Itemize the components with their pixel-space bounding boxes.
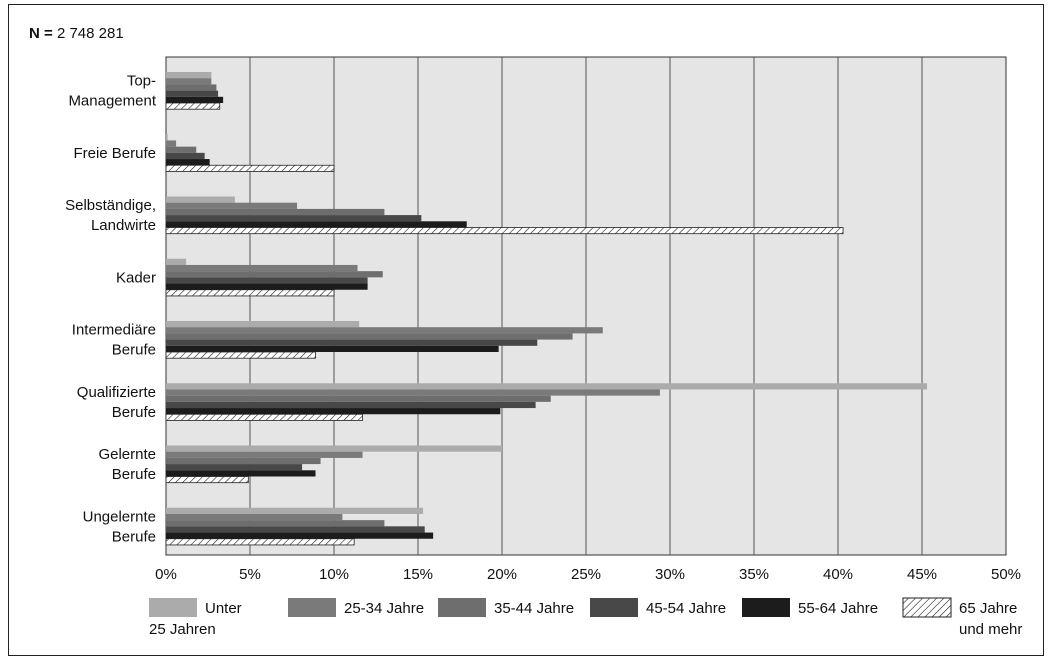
legend-label: 55-64 Jahre — [798, 600, 878, 617]
bar — [166, 283, 368, 290]
legend-label: 45-54 Jahre — [646, 600, 726, 617]
category-label: Berufe — [112, 342, 156, 359]
bar — [166, 457, 321, 465]
bar — [166, 146, 197, 153]
bar — [166, 383, 928, 390]
category-label: Berufe — [112, 404, 156, 421]
bar — [166, 215, 422, 222]
x-tick-label: 50% — [991, 566, 1021, 583]
bar — [166, 532, 434, 539]
bar — [166, 526, 425, 533]
bar — [166, 333, 573, 340]
legend-label: 25-34 Jahre — [344, 600, 424, 617]
legend-label: Unter — [205, 600, 242, 617]
bar — [166, 140, 177, 147]
category-label: Management — [68, 93, 156, 110]
bar — [166, 152, 205, 160]
legend-label: 65 Jahre — [959, 600, 1017, 617]
bar — [165, 227, 844, 235]
sample-size-label: N = — [29, 25, 53, 42]
category-label: Berufe — [112, 466, 156, 483]
legend-label: 25 Jahren — [149, 621, 216, 638]
x-tick-label: 10% — [319, 566, 349, 583]
bar — [166, 470, 316, 477]
x-tick-label: 20% — [487, 566, 517, 583]
legend-swatch — [742, 598, 790, 617]
legend-swatch — [149, 598, 197, 617]
bar — [165, 102, 221, 110]
bar — [166, 208, 385, 216]
bar — [166, 258, 187, 265]
bar — [166, 464, 303, 471]
legend: Unter 25 Jahren 25-34 Jahre 35-44 Jahre 45-5… — [149, 597, 1022, 638]
bar — [166, 401, 536, 409]
bar — [166, 507, 424, 514]
bar — [166, 96, 224, 103]
bar — [166, 513, 343, 521]
legend-swatch — [438, 598, 486, 617]
bar — [166, 339, 538, 346]
bar — [166, 271, 383, 278]
x-tick-label: 30% — [655, 566, 685, 583]
bar — [166, 520, 385, 527]
category-label: Landwirte — [91, 217, 156, 234]
bar — [166, 264, 358, 272]
category-label: Intermediäre — [72, 322, 156, 339]
bar — [166, 445, 502, 452]
category-label: Top- — [127, 73, 156, 90]
bar — [165, 538, 355, 546]
legend-label: 35-44 Jahre — [494, 600, 574, 617]
bar — [166, 389, 660, 396]
legend-swatch — [288, 598, 336, 617]
bar — [166, 277, 368, 284]
x-tick-label: 25% — [571, 566, 601, 583]
legend-swatch — [590, 598, 638, 617]
bar — [166, 221, 467, 228]
bar — [166, 90, 219, 97]
bar — [165, 476, 249, 484]
x-tick-label: 40% — [823, 566, 853, 583]
bar — [165, 413, 363, 421]
bar — [166, 321, 360, 328]
bar — [166, 196, 235, 203]
x-tick-label: 0% — [155, 566, 177, 583]
x-axis-ticks: 0% 5% 10% 15% 20% 25% 30% 35% 40% 45% 50% — [155, 566, 1021, 583]
bars — [165, 72, 928, 546]
bar — [165, 164, 335, 172]
category-labels: Top- Management Freie Berufe Selbständige, L… — [65, 73, 157, 546]
bar — [166, 395, 551, 402]
x-tick-label: 5% — [239, 566, 261, 583]
category-label: Kader — [116, 269, 156, 286]
bar — [166, 84, 217, 91]
bar — [166, 327, 603, 334]
bar — [166, 345, 499, 352]
category-label: Freie Berufe — [73, 145, 156, 162]
bar — [166, 72, 212, 79]
x-tick-label: 45% — [907, 566, 937, 583]
bar — [166, 134, 168, 141]
bar — [166, 202, 298, 209]
sample-size-value: 2 748 281 — [56, 25, 124, 42]
category-label: Ungelernte — [83, 508, 156, 525]
sample-size-note: N = 2 748 281 — [29, 25, 124, 42]
bar — [165, 351, 316, 359]
bar — [165, 289, 335, 297]
legend-swatch — [902, 597, 952, 618]
category-label: Qualifizierte — [77, 384, 156, 401]
category-label: Gelernte — [98, 446, 156, 463]
bar — [166, 159, 210, 166]
x-tick-label: 15% — [403, 566, 433, 583]
bar — [166, 451, 363, 458]
bar — [166, 408, 501, 415]
x-tick-label: 35% — [739, 566, 769, 583]
category-label: Berufe — [112, 528, 156, 545]
legend-label: und mehr — [959, 621, 1022, 638]
bar — [166, 78, 212, 85]
category-label: Selbständige, — [65, 197, 156, 214]
